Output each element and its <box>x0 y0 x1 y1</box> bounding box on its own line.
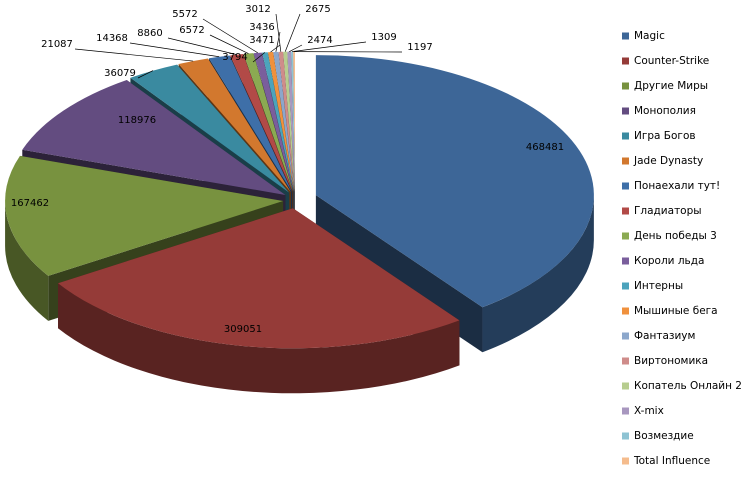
slice <box>22 80 286 195</box>
data-label: 1309 <box>371 32 396 43</box>
legend-swatch <box>622 232 629 240</box>
data-label: 8860 <box>137 28 162 39</box>
slice <box>315 55 594 308</box>
legend-swatch <box>622 132 629 140</box>
legend-swatch <box>622 82 629 90</box>
data-label: 6572 <box>179 25 204 36</box>
legend-swatch <box>622 357 629 365</box>
leader-line <box>275 13 282 52</box>
legend-label: День победы 3 <box>634 230 717 242</box>
slice-side <box>482 195 594 353</box>
data-label: 3471 <box>249 35 274 46</box>
slice <box>230 54 293 192</box>
slice <box>253 52 294 192</box>
leader-line <box>137 70 154 79</box>
slice <box>262 52 294 192</box>
legend-label: Короли льда <box>634 255 704 267</box>
legend-label: Игра Богов <box>634 130 696 142</box>
slice <box>130 64 290 193</box>
legend-label: X-mix <box>634 405 664 417</box>
slice <box>58 208 460 349</box>
slice <box>243 53 294 192</box>
slice <box>283 51 295 192</box>
slice <box>278 51 295 192</box>
leader-line <box>167 37 237 55</box>
legend-label: Виртономика <box>634 355 708 367</box>
legend-label: Фантазиум <box>634 330 695 342</box>
legend-swatch <box>622 457 629 465</box>
slice <box>291 51 295 192</box>
leader-line <box>202 18 258 54</box>
leader-line <box>270 44 281 53</box>
legend-label: Интерны <box>634 280 683 292</box>
legend-label: Копатель Онлайн 2 <box>634 380 742 392</box>
data-label: 2675 <box>305 4 330 15</box>
legend-swatch <box>622 32 629 40</box>
slice <box>209 55 292 192</box>
legend-swatch <box>622 207 629 215</box>
data-label: 3436 <box>249 22 274 33</box>
legend-swatch <box>622 107 629 115</box>
legend-swatch <box>622 407 629 415</box>
leader-line <box>209 34 249 54</box>
slice <box>5 155 284 276</box>
legend-label: Другие Миры <box>634 80 708 92</box>
legend-label: Counter-Strike <box>634 55 709 67</box>
legend-swatch <box>622 382 629 390</box>
leader-line <box>275 31 281 52</box>
legend-label: Jade Dynasty <box>633 155 703 167</box>
slice <box>293 51 295 192</box>
data-label: 3794 <box>222 52 247 63</box>
slice-side <box>58 283 460 394</box>
slice <box>273 51 295 192</box>
slice-side <box>5 200 49 321</box>
data-label: 5572 <box>172 9 197 20</box>
data-label: 21087 <box>41 39 73 50</box>
data-label: 309051 <box>224 324 262 335</box>
data-label: 14368 <box>96 33 128 44</box>
data-label: 3012 <box>245 4 270 15</box>
legend-swatch <box>622 307 629 315</box>
leader-line <box>292 41 367 52</box>
legend-label: Magic <box>634 30 665 42</box>
legend-label: Total Influence <box>633 455 710 467</box>
legend-label: Понаехали тут! <box>634 180 720 192</box>
leader-line <box>252 52 266 63</box>
data-label: 167462 <box>11 198 49 209</box>
legend-swatch <box>622 57 629 65</box>
leader-line <box>284 13 301 52</box>
legend-swatch <box>622 332 629 340</box>
legend-swatch <box>622 282 629 290</box>
legend-label: Монополия <box>634 105 696 117</box>
leader-line <box>74 48 194 62</box>
data-label: 118976 <box>118 115 156 126</box>
data-label: 468481 <box>526 142 564 153</box>
slice <box>178 58 291 193</box>
leader-line <box>129 42 220 58</box>
data-label: 2474 <box>307 35 332 46</box>
slice <box>287 51 295 192</box>
legend-label: Мышиные бега <box>634 305 718 317</box>
legend-label: Гладиаторы <box>634 205 702 217</box>
legend-swatch <box>622 157 629 165</box>
legend-swatch <box>622 432 629 440</box>
legend-label: Возмездие <box>634 430 694 442</box>
data-label: 36079 <box>104 68 136 79</box>
legend-swatch <box>622 257 629 265</box>
data-label: 1197 <box>407 42 432 53</box>
legend-swatch <box>622 182 629 190</box>
leader-line <box>289 44 303 52</box>
slice <box>267 52 294 192</box>
